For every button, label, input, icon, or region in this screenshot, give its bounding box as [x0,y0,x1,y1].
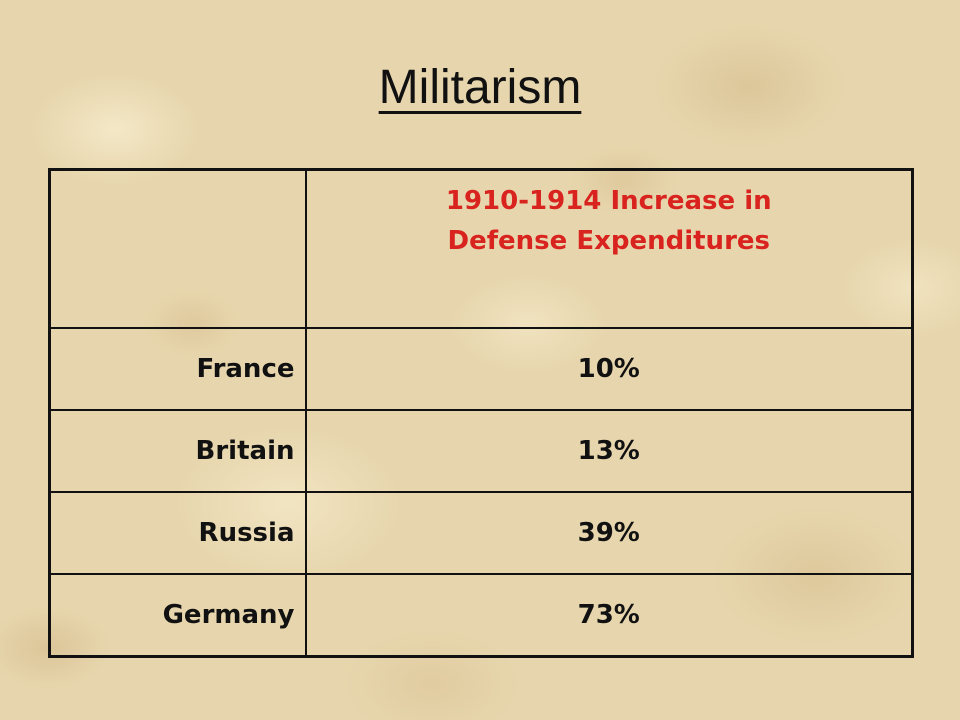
table-row: Britain 13% [48,409,914,493]
country-cell: Britain [48,409,307,493]
table-corner-cell [48,168,307,329]
table-column-header: 1910-1914 Increase in Defense Expenditur… [304,168,914,329]
country-cell: Germany [48,573,307,658]
table-row: Russia 39% [48,491,914,575]
value-cell: 73% [304,573,914,658]
defense-expenditure-table: 1910-1914 Increase in Defense Expenditur… [48,168,914,658]
table-header-row: 1910-1914 Increase in Defense Expenditur… [48,168,914,329]
slide-title-text: Militarism [378,61,582,114]
column-header-line-1: 1910-1914 Increase in [445,186,772,216]
slide-title: Militarism [0,58,960,118]
value-cell: 10% [304,327,914,411]
column-header-line-2: Defense Expenditures [447,226,770,256]
table-row: France 10% [48,327,914,411]
table-row: Germany 73% [48,573,914,658]
value-cell: 13% [304,409,914,493]
country-cell: Russia [48,491,307,575]
country-cell: France [48,327,307,411]
value-cell: 39% [304,491,914,575]
